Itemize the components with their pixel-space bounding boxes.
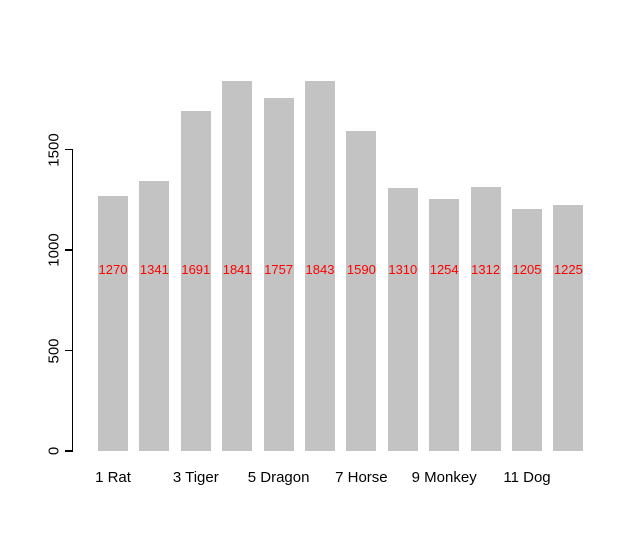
bar-value-label: 1590 — [346, 262, 376, 277]
x-tick-label: 1 Rat — [95, 469, 131, 486]
x-tick-label: 9 Monkey — [411, 469, 477, 486]
x-tick-label: 3 Tiger — [172, 469, 219, 486]
y-tick — [64, 349, 72, 352]
y-tick — [64, 450, 72, 452]
bar — [553, 204, 584, 451]
y-tick — [64, 249, 72, 251]
bar — [470, 187, 501, 451]
bar — [263, 97, 294, 451]
bar — [512, 208, 542, 451]
y-tick — [64, 148, 72, 151]
bar-value-label: 1312 — [471, 262, 501, 277]
x-tick-label: 5 Dragon — [247, 469, 310, 486]
y-axis-line — [71, 148, 73, 452]
bar-value-label: 1691 — [181, 262, 211, 277]
y-tick-label: 1500 — [45, 132, 63, 167]
y-tick-label: 500 — [45, 337, 63, 364]
bar — [346, 131, 377, 451]
bar-value-label: 1310 — [388, 262, 418, 277]
bar-value-label: 1225 — [553, 262, 583, 277]
bar — [139, 181, 170, 451]
bar — [180, 111, 211, 451]
bar — [429, 198, 460, 451]
bar-value-label: 1270 — [98, 262, 128, 277]
bar-value-label: 1205 — [512, 262, 542, 277]
bar — [98, 195, 128, 451]
x-tick-label: 11 Dog — [503, 469, 551, 486]
bar-value-label: 1757 — [264, 262, 294, 277]
bar — [305, 80, 335, 451]
bar — [222, 80, 253, 451]
bar — [387, 187, 418, 451]
bar-value-label: 1841 — [222, 262, 252, 277]
bar-value-label: 1843 — [305, 262, 335, 277]
x-tick-label: 7 Horse — [335, 469, 388, 486]
bar-value-label: 1341 — [139, 262, 169, 277]
y-tick-label: 1000 — [45, 233, 63, 267]
bar-value-label: 1254 — [429, 262, 459, 277]
y-tick-label: 0 — [45, 446, 63, 456]
